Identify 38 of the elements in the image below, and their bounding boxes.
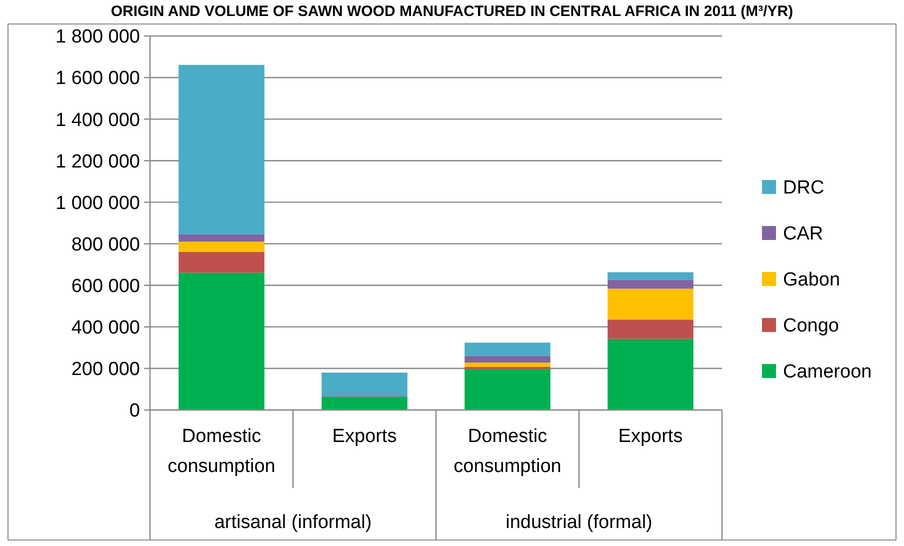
y-tick-label: 1 000 000 xyxy=(55,192,140,214)
x-tick-label: Domestic consumption xyxy=(168,426,276,477)
bar xyxy=(608,280,694,289)
bar xyxy=(178,241,264,252)
bar xyxy=(464,362,550,367)
x-tick-label: Exports xyxy=(618,426,683,447)
bar xyxy=(322,396,408,410)
y-tick-label: 1 200 000 xyxy=(55,151,140,172)
bar xyxy=(178,252,264,273)
x-tick-label: Domestic consumption xyxy=(454,426,562,477)
y-tick-label: 0 xyxy=(129,400,140,422)
y-tick-label: 1 400 000 xyxy=(55,110,140,131)
bar xyxy=(464,356,550,363)
legend-label: Gabon xyxy=(783,270,840,291)
text: artisanal (informal) xyxy=(214,512,372,533)
bar xyxy=(464,369,550,410)
bar xyxy=(608,320,694,339)
legend-label: Cameroon xyxy=(783,362,872,383)
y-tick-label: 800 000 xyxy=(71,234,140,256)
text: industrial (formal) xyxy=(506,512,652,533)
y-tick-label: 400 000 xyxy=(71,318,140,339)
bar xyxy=(608,288,694,320)
bar xyxy=(322,372,408,396)
chart-title: ORIGIN AND VOLUME OF SAWN WOOD MANUFACTURED IN CENTRAL AFRICA IN 2011 (M³/YR) xyxy=(110,3,794,20)
legend-label: DRC xyxy=(783,178,824,199)
legend-label: CAR xyxy=(783,224,824,245)
bar xyxy=(178,234,264,242)
y-tick-label: 1 800 000 xyxy=(55,26,140,48)
bar xyxy=(178,272,264,410)
x-tick-label: Exports xyxy=(332,426,397,447)
y-tick-label: 1 600 000 xyxy=(55,68,140,90)
bar xyxy=(178,64,264,234)
y-tick-label: 200 000 xyxy=(71,359,140,380)
legend-label: Congo xyxy=(783,316,839,337)
bar xyxy=(608,338,694,410)
bar xyxy=(608,272,694,280)
bar xyxy=(464,342,550,356)
y-tick-label: 600 000 xyxy=(71,276,140,297)
